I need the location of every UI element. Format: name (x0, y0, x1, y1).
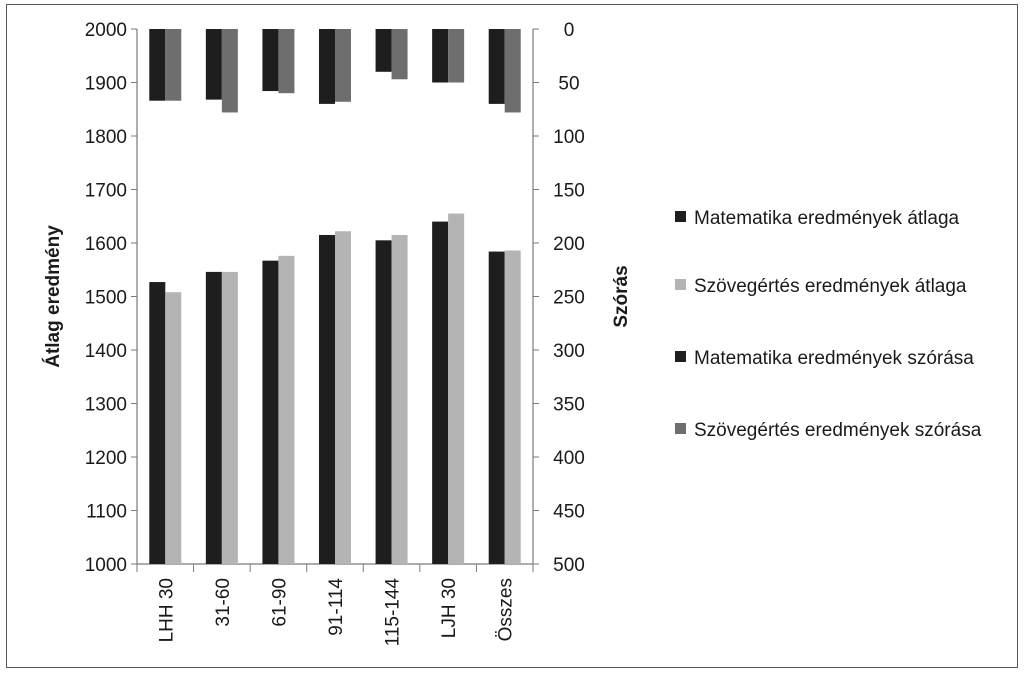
right-tick-label: 150 (553, 181, 585, 202)
legend-label-reading-sd: Szövegértés eredmények szórása (694, 420, 982, 441)
left-tick-label: 1700 (85, 181, 127, 202)
right-axis-title: Szórás (611, 265, 632, 327)
legend-item-math-mean: Matematika eredmények átlaga (675, 205, 994, 232)
legend-item-reading-mean: Szövegértés eredmények átlaga (675, 273, 994, 300)
left-tick-label: 1300 (85, 395, 127, 416)
legend-swatch-reading-mean (675, 279, 686, 290)
sd-bar-math (375, 29, 392, 72)
legend-label-math-mean: Matematika eredmények átlaga (694, 208, 960, 229)
left-tick-label: 1000 (85, 555, 127, 576)
category-label: Összes (496, 578, 517, 641)
sd-bar-reading (391, 29, 408, 80)
mean-bar-reading (335, 231, 351, 565)
right-tick-label: 350 (553, 395, 585, 416)
sd-bar-reading (335, 29, 351, 102)
left-tick-label: 1800 (85, 127, 127, 148)
left-tick-label: 1600 (85, 234, 127, 255)
category-label: LHH 30 (156, 578, 177, 642)
left-tick-label: 1500 (85, 288, 127, 309)
mean-bar-math (149, 282, 166, 564)
mean-bar-reading (221, 271, 238, 564)
mean-bar-math (488, 251, 505, 564)
chart-frame: 1000 1100 1200 1300 1400 1500 1600 1700 1800 1900… (6, 4, 1018, 668)
legend-label-reading-mean: Szövegértés eredmények átlaga (694, 276, 967, 297)
sd-bar-math (262, 29, 279, 92)
chart-svg: 1000110012001300140015001600170018001900… (42, 20, 632, 647)
right-tick-label: 400 (553, 448, 585, 469)
right-tick-label: 100 (553, 127, 585, 148)
right-tick-label: 0 (564, 20, 575, 41)
legend-item-math-sd: Matematika eredmények szórása (675, 345, 994, 372)
sd-bar-reading (278, 29, 295, 94)
mean-bar-reading (278, 255, 295, 564)
mean-bar-math (432, 221, 449, 564)
mean-bar-reading (448, 213, 465, 564)
right-tick-label: 200 (553, 234, 585, 255)
category-label: 61-90 (269, 578, 290, 627)
sd-bar-reading (504, 29, 521, 113)
category-label: LJH 30 (439, 578, 460, 638)
left-tick-label: 1200 (85, 448, 127, 469)
mean-bar-math (205, 271, 222, 564)
mean-bar-math (375, 240, 392, 564)
mean-bar-reading (504, 250, 521, 565)
left-axis-title: Átlag eredmény (42, 225, 64, 368)
left-tick-label: 1400 (85, 341, 127, 362)
left-tick-label: 2000 (85, 20, 127, 41)
right-tick-label: 50 (558, 74, 579, 95)
left-tick-label: 1900 (85, 74, 127, 95)
right-tick-label: 250 (553, 288, 585, 309)
legend-swatch-reading-sd (675, 423, 686, 434)
right-tick-label: 450 (553, 502, 585, 523)
sd-bar-math (149, 29, 166, 101)
sd-bar-reading (221, 29, 238, 113)
legend-swatch-math-sd (675, 351, 686, 362)
right-tick-label: 300 (553, 341, 585, 362)
legend-swatch-math-mean (675, 211, 686, 222)
sd-bar-reading (448, 29, 465, 83)
mean-bar-reading (391, 234, 408, 564)
mean-bar-math (319, 234, 335, 564)
category-label: 115-144 (383, 578, 404, 647)
left-tick-label: 1100 (86, 502, 127, 523)
mean-bar-math (262, 260, 279, 564)
category-label: 31-60 (213, 578, 234, 627)
sd-bar-math (205, 29, 222, 100)
sd-bar-math (488, 29, 505, 104)
sd-bar-math (432, 29, 449, 83)
right-tick-label: 500 (553, 555, 585, 576)
sd-bar-reading (165, 29, 182, 101)
legend-item-reading-sd: Szövegértés eredmények szórása (675, 417, 994, 444)
category-label: 91-114 (326, 578, 347, 636)
mean-bar-reading (165, 292, 182, 564)
legend-label-math-sd: Matematika eredmények szórása (694, 348, 974, 369)
sd-bar-math (319, 29, 335, 104)
